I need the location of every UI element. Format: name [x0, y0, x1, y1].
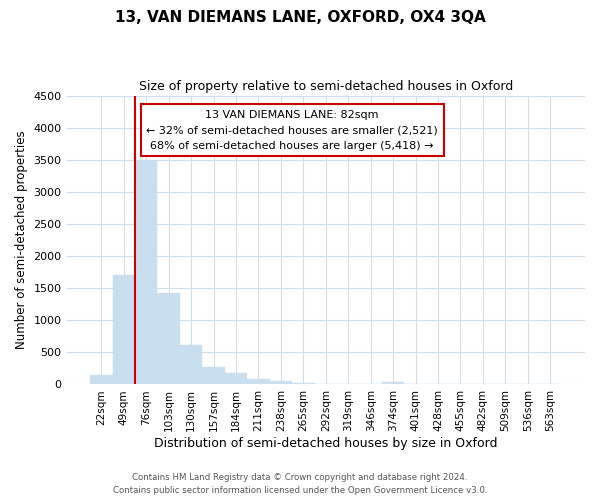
Y-axis label: Number of semi-detached properties: Number of semi-detached properties — [15, 130, 28, 350]
Bar — [382, 382, 404, 384]
Bar — [135, 160, 157, 384]
Bar — [180, 344, 202, 385]
Bar — [202, 367, 225, 384]
Bar — [247, 378, 269, 384]
Bar — [90, 375, 113, 384]
Bar — [113, 276, 135, 384]
Text: 13 VAN DIEMANS LANE: 82sqm
← 32% of semi-detached houses are smaller (2,521)
68%: 13 VAN DIEMANS LANE: 82sqm ← 32% of semi… — [146, 110, 438, 151]
Bar — [292, 383, 314, 384]
Text: 13, VAN DIEMANS LANE, OXFORD, OX4 3QA: 13, VAN DIEMANS LANE, OXFORD, OX4 3QA — [115, 10, 485, 25]
Title: Size of property relative to semi-detached houses in Oxford: Size of property relative to semi-detach… — [139, 80, 513, 93]
Text: Contains HM Land Registry data © Crown copyright and database right 2024.
Contai: Contains HM Land Registry data © Crown c… — [113, 474, 487, 495]
Bar — [269, 381, 292, 384]
X-axis label: Distribution of semi-detached houses by size in Oxford: Distribution of semi-detached houses by … — [154, 437, 497, 450]
Bar — [157, 292, 180, 384]
Bar — [225, 373, 247, 384]
